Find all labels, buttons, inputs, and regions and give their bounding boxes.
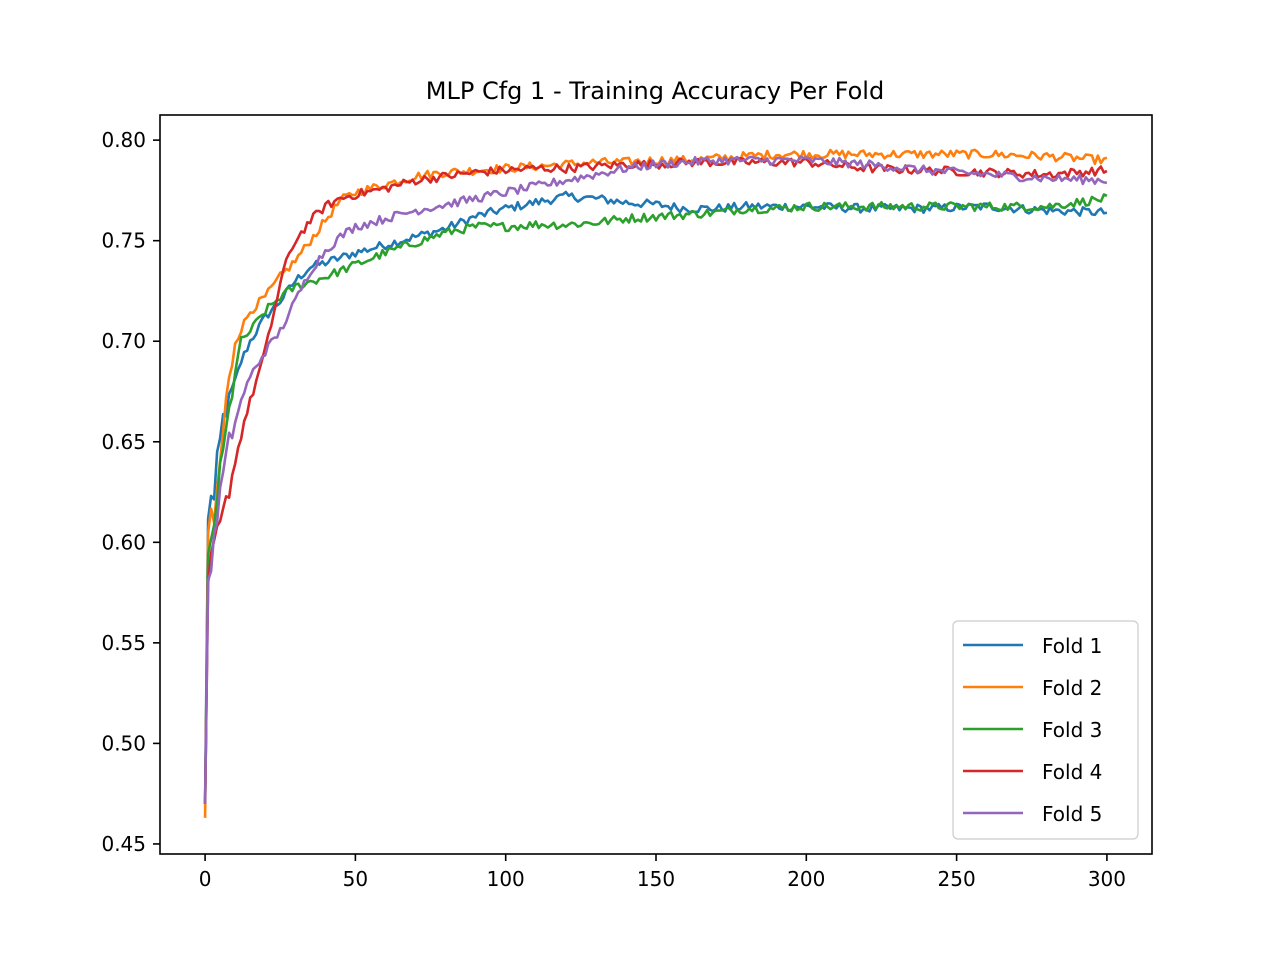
legend-label-fold-2: Fold 2 xyxy=(1042,676,1102,700)
series-line-fold-5 xyxy=(203,155,1108,804)
legend-label-fold-1: Fold 1 xyxy=(1042,634,1102,658)
y-tick-label: 0.55 xyxy=(101,631,146,655)
legend-label-fold-3: Fold 3 xyxy=(1042,718,1102,742)
legend-box xyxy=(952,620,1139,840)
y-tick-label: 0.75 xyxy=(101,229,146,253)
y-tick-label: 0.80 xyxy=(101,128,146,152)
plot-frame xyxy=(159,114,1153,855)
x-tick-label: 50 xyxy=(343,867,368,891)
series-line-fold-3 xyxy=(203,193,1108,804)
chart-title: MLP Cfg 1 - Training Accuracy Per Fold xyxy=(426,77,884,105)
x-tick-label: 150 xyxy=(637,867,675,891)
legend-label-fold-4: Fold 4 xyxy=(1042,760,1102,784)
x-tick-label: 300 xyxy=(1088,867,1126,891)
y-tick-label: 0.65 xyxy=(101,430,146,454)
y-tick-label: 0.50 xyxy=(101,731,146,755)
y-tick-label: 0.70 xyxy=(101,329,146,353)
axes-layer: 0 50 100 150 200 250 300 0.45 0.50 0.55 0.60 0.65 0.… xyxy=(101,128,1126,891)
legend-label-fold-5: Fold 5 xyxy=(1042,802,1102,826)
series-layer xyxy=(203,148,1108,818)
x-tick-label: 200 xyxy=(787,867,825,891)
y-tick-label: 0.60 xyxy=(101,530,146,554)
x-tick-label: 100 xyxy=(487,867,525,891)
x-tick-label: 0 xyxy=(199,867,212,891)
y-tick-label: 0.45 xyxy=(101,832,146,856)
x-tick-label: 250 xyxy=(938,867,976,891)
legend[interactable]: Fold 1 Fold 2 Fold 3 Fold 4 Fold 5 xyxy=(952,620,1139,840)
